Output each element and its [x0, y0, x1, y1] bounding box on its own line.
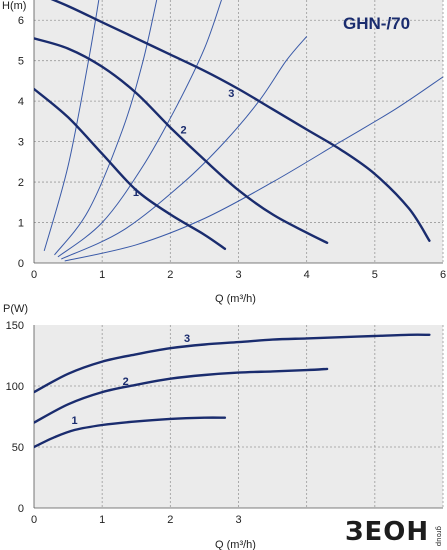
x-tick-label: 5	[372, 269, 378, 281]
power-series: 1 2 3	[34, 333, 431, 449]
brand-logo-text: ЗЕОН	[345, 517, 429, 547]
x-tick-label: 2	[167, 269, 173, 281]
system-curve	[57, 0, 222, 258]
series-2-line	[34, 37, 329, 244]
x-tick-label: 0	[31, 269, 37, 281]
head-y-axis-label: H(m)	[2, 0, 26, 12]
series-1-line	[34, 87, 227, 250]
x-tick-label: 6	[440, 269, 446, 281]
series-3-label: 3	[228, 88, 234, 100]
head-series: 1 2 3	[34, 0, 431, 250]
x-tick-label: 3	[235, 269, 241, 281]
series-2-line	[34, 367, 329, 424]
y-tick-label: 0	[18, 258, 24, 270]
head-x-axis-label: Q (m³/h)	[215, 293, 256, 305]
y-tick-label: 2	[18, 177, 24, 189]
series-2-label: 2	[123, 376, 129, 388]
system-curves	[43, 0, 443, 262]
y-tick-label: 50	[12, 442, 24, 454]
x-tick-label: 0	[31, 514, 37, 526]
head-plot-area	[34, 0, 443, 263]
y-tick-label: 100	[6, 381, 24, 393]
system-curve	[64, 76, 443, 262]
system-curve	[61, 36, 308, 260]
series-3-label: 3	[184, 333, 190, 345]
power-y-axis-label: P(W)	[3, 303, 28, 315]
series-1-label: 1	[71, 415, 77, 427]
y-tick-label: 6	[18, 15, 24, 27]
series-3-line	[50, 0, 431, 242]
series-2-label: 2	[181, 125, 187, 137]
y-tick-label: 4	[18, 96, 24, 108]
y-tick-label: 1	[18, 218, 24, 230]
system-curve	[43, 0, 100, 252]
power-plot-area	[34, 325, 443, 508]
system-curve	[54, 0, 158, 256]
power-grid	[33, 325, 444, 509]
power-tick-labels: 0 1 2 3 0 50 100 150	[6, 320, 242, 526]
series-1-line	[34, 416, 227, 449]
brand-logo-sub: group	[435, 526, 443, 547]
head-chart: 1 2 3 0 1 2 3 4 5 6 0 1 2 3 4 5 6 H(m) Q (m³/h) GHN-/70	[2, 0, 446, 305]
x-tick-label: 1	[99, 514, 105, 526]
x-tick-label: 2	[167, 514, 173, 526]
series-1-label: 1	[133, 187, 139, 199]
y-tick-label: 3	[18, 137, 24, 149]
x-tick-label: 4	[304, 269, 310, 281]
power-x-axis-label: Q (m³/h)	[215, 539, 256, 550]
power-chart: 1 2 3 0 1 2 3 0 50 100 150 P(W) Q (m³/h)	[3, 303, 444, 550]
chart-title: GHN-/70	[343, 14, 410, 33]
series-3-line	[34, 333, 431, 394]
y-tick-label: 5	[18, 56, 24, 68]
y-tick-label: 0	[18, 503, 24, 515]
head-tick-labels: 0 1 2 3 4 5 6 0 1 2 3 4 5 6	[18, 15, 446, 281]
y-tick-label: 150	[6, 320, 24, 332]
brand-logo: ЗЕОН group	[345, 517, 443, 547]
x-tick-label: 3	[235, 514, 241, 526]
x-tick-label: 1	[99, 269, 105, 281]
